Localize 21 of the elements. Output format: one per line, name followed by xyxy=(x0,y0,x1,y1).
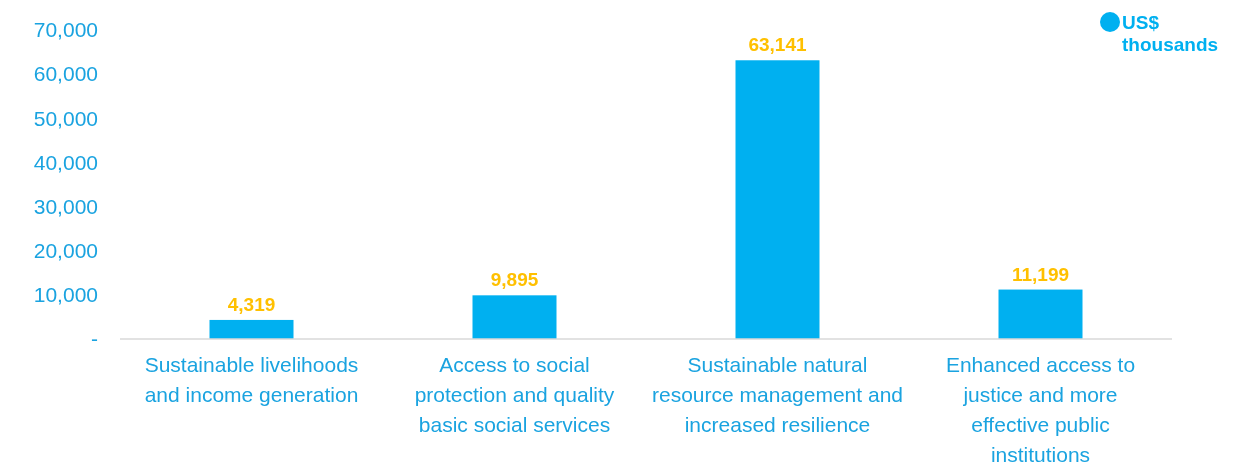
y-tick-label: 60,000 xyxy=(33,62,98,86)
text: 63,141 xyxy=(748,34,807,56)
bar xyxy=(472,295,557,339)
y-tick-label: 20,000 xyxy=(33,239,98,263)
x-tick-label: Access to social protection and quality basic social services xyxy=(414,353,615,436)
text: 11,199 xyxy=(1011,263,1070,285)
y-tick-label: 50,000 xyxy=(33,106,98,130)
x-tick-label: Sustainable natural resource management and increased resilience xyxy=(652,353,903,436)
legend-label: US$ thousands xyxy=(1122,12,1219,55)
y-tick-label: - xyxy=(91,327,98,351)
bar xyxy=(735,60,820,339)
bar xyxy=(209,319,294,339)
text: 9,895 xyxy=(490,269,539,291)
y-tick-label: 40,000 xyxy=(33,150,98,174)
y-tick-label: 70,000 xyxy=(33,18,98,42)
text: 4,319 xyxy=(227,293,276,315)
x-tick-label: Enhanced access to justice and more effective public institutions xyxy=(945,353,1136,466)
y-tick-label: 30,000 xyxy=(33,194,98,218)
y-tick-label: 10,000 xyxy=(33,283,98,307)
x-tick-label: Sustainable livelihoods and income generation xyxy=(144,353,359,406)
bar xyxy=(998,289,1083,339)
